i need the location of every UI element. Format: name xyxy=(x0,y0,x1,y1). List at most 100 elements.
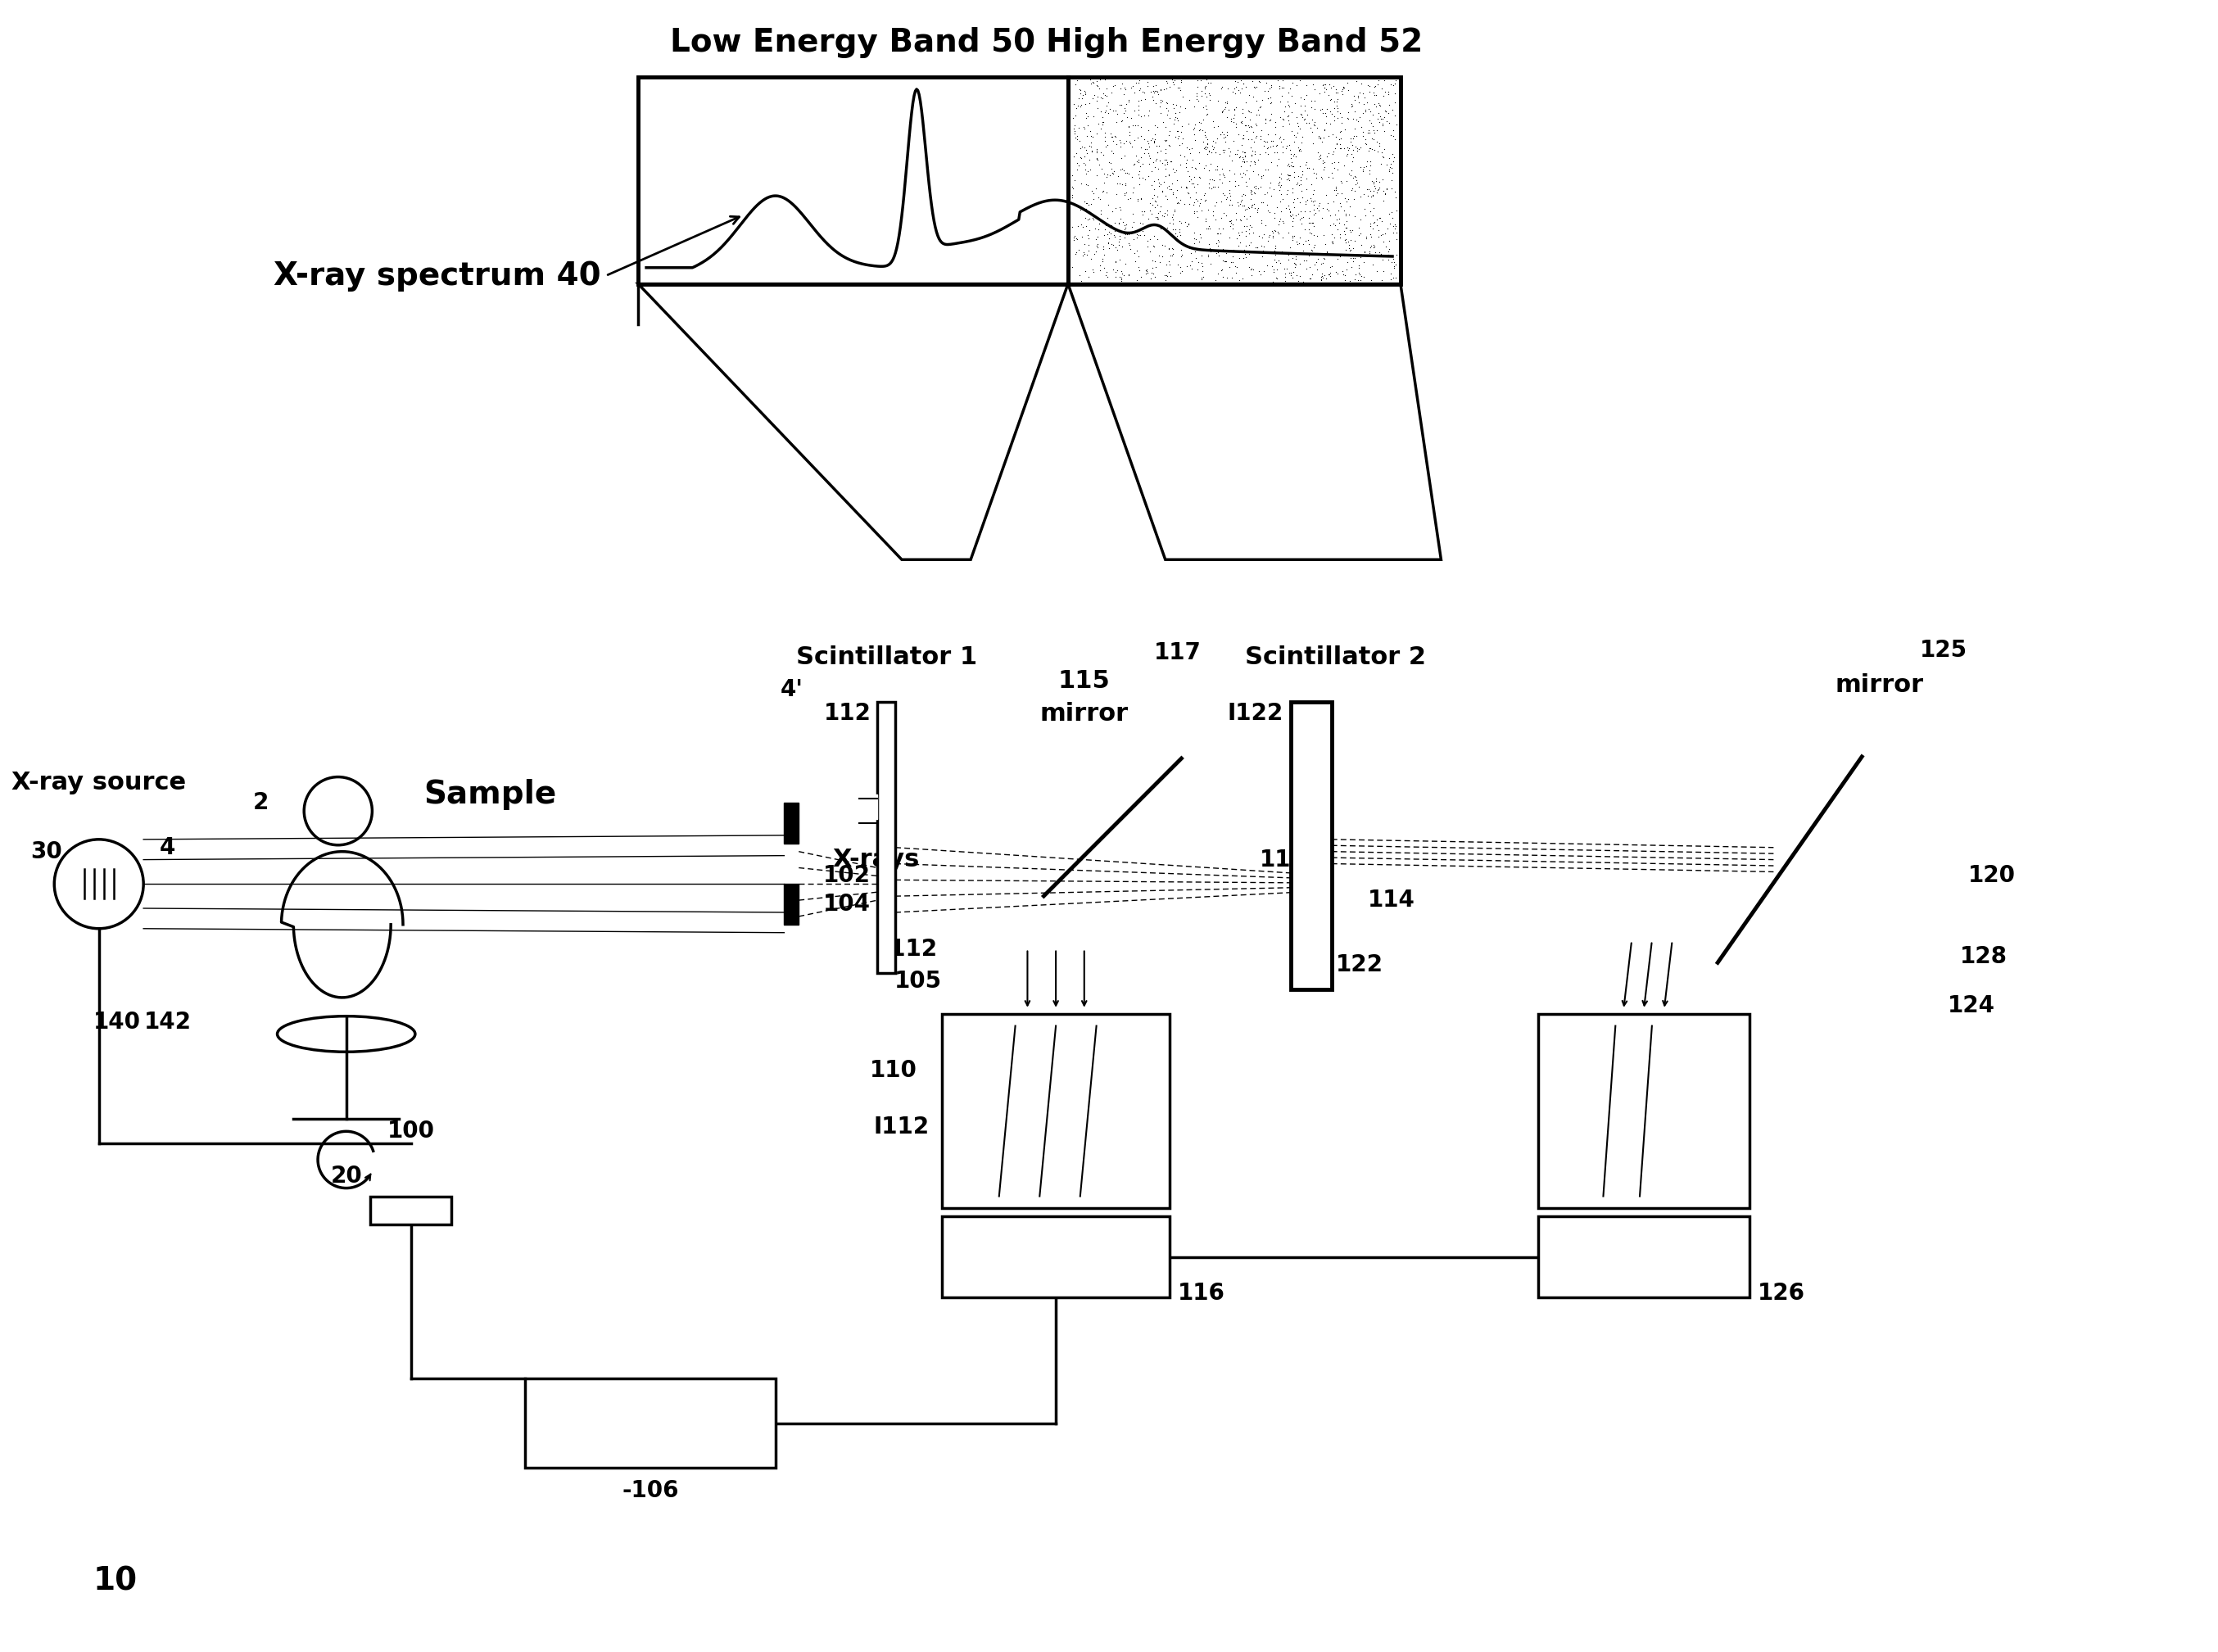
Point xyxy=(1322,119,1357,145)
Point xyxy=(1293,187,1329,213)
Point xyxy=(1353,99,1388,126)
Point xyxy=(1286,216,1322,243)
Point xyxy=(1242,94,1278,121)
Point xyxy=(1178,220,1213,246)
Point xyxy=(1182,109,1218,135)
Text: 126: 126 xyxy=(1757,1282,1805,1305)
Point xyxy=(1187,182,1222,208)
Point xyxy=(1255,268,1291,294)
Point xyxy=(1116,202,1151,228)
Point xyxy=(1355,182,1391,208)
Point xyxy=(1282,172,1317,198)
Point xyxy=(1089,76,1125,102)
Point xyxy=(1138,78,1173,104)
Point xyxy=(1264,83,1300,109)
Point xyxy=(1269,152,1304,178)
Point xyxy=(1071,225,1107,251)
Point xyxy=(1129,69,1164,96)
Point xyxy=(1158,101,1193,127)
Point xyxy=(1211,169,1247,195)
Point xyxy=(1369,233,1404,259)
Point xyxy=(1202,140,1238,167)
Point xyxy=(1189,135,1224,162)
Point xyxy=(1275,175,1311,202)
Point xyxy=(1111,230,1147,256)
Point xyxy=(1085,111,1120,137)
Point xyxy=(1293,236,1329,263)
Point xyxy=(1169,134,1204,160)
Point xyxy=(1295,111,1331,137)
Point xyxy=(1105,107,1140,134)
Point xyxy=(1273,99,1309,126)
Point xyxy=(1062,76,1098,102)
Point xyxy=(1182,221,1218,248)
Point xyxy=(1071,192,1107,218)
Point xyxy=(1120,147,1156,173)
Point xyxy=(1346,195,1382,221)
Point xyxy=(1231,253,1266,279)
Point xyxy=(1220,140,1255,167)
Point xyxy=(1333,218,1369,244)
Point xyxy=(1282,164,1317,190)
Point xyxy=(1251,175,1286,202)
Point xyxy=(1362,68,1397,94)
Point xyxy=(1187,129,1222,155)
Point xyxy=(1142,137,1178,164)
Point xyxy=(1320,180,1355,206)
Point xyxy=(1380,220,1415,246)
Point xyxy=(1291,154,1326,180)
Point xyxy=(1080,68,1116,94)
Point xyxy=(1093,155,1129,182)
Point xyxy=(1122,172,1158,198)
Point xyxy=(1317,202,1353,228)
Point xyxy=(1222,154,1258,180)
Point xyxy=(1089,164,1125,190)
Point xyxy=(1369,150,1404,177)
Bar xyxy=(370,1196,452,1224)
Point xyxy=(1282,263,1317,289)
Point xyxy=(1335,93,1371,119)
Point xyxy=(1085,109,1120,135)
Point xyxy=(1306,101,1342,127)
Point xyxy=(1275,142,1311,169)
Point xyxy=(1131,140,1167,167)
Point xyxy=(1306,74,1342,101)
Point xyxy=(1091,192,1127,218)
Point xyxy=(1151,258,1187,284)
Point xyxy=(1240,68,1275,94)
Point xyxy=(1122,185,1158,211)
Point xyxy=(1211,177,1247,203)
Point xyxy=(1140,192,1176,218)
Point xyxy=(1204,188,1240,215)
Point xyxy=(1253,218,1289,244)
Point xyxy=(1113,185,1149,211)
Point xyxy=(1140,226,1176,253)
Point xyxy=(1293,264,1329,291)
Point xyxy=(1295,210,1331,236)
Point xyxy=(1191,79,1227,106)
Point xyxy=(1366,243,1402,269)
Point xyxy=(1218,102,1253,129)
Point xyxy=(1138,73,1173,99)
Bar xyxy=(1069,78,1400,284)
Point xyxy=(1189,134,1224,160)
Point xyxy=(1255,127,1291,154)
Point xyxy=(1204,256,1240,282)
Point xyxy=(1173,154,1209,180)
Point xyxy=(1244,162,1280,188)
Point xyxy=(1335,244,1371,271)
Point xyxy=(1298,112,1333,139)
Point xyxy=(1140,169,1176,195)
Point xyxy=(1298,187,1333,213)
Point xyxy=(1244,233,1280,259)
Point xyxy=(1071,157,1107,183)
Point xyxy=(1326,218,1362,244)
Point xyxy=(1118,268,1153,294)
Point xyxy=(1118,248,1153,274)
Point xyxy=(1249,139,1284,165)
Point xyxy=(1295,106,1331,132)
Point xyxy=(1127,102,1162,129)
Point xyxy=(1227,104,1262,131)
Point xyxy=(1173,140,1209,167)
Point xyxy=(1131,238,1167,264)
